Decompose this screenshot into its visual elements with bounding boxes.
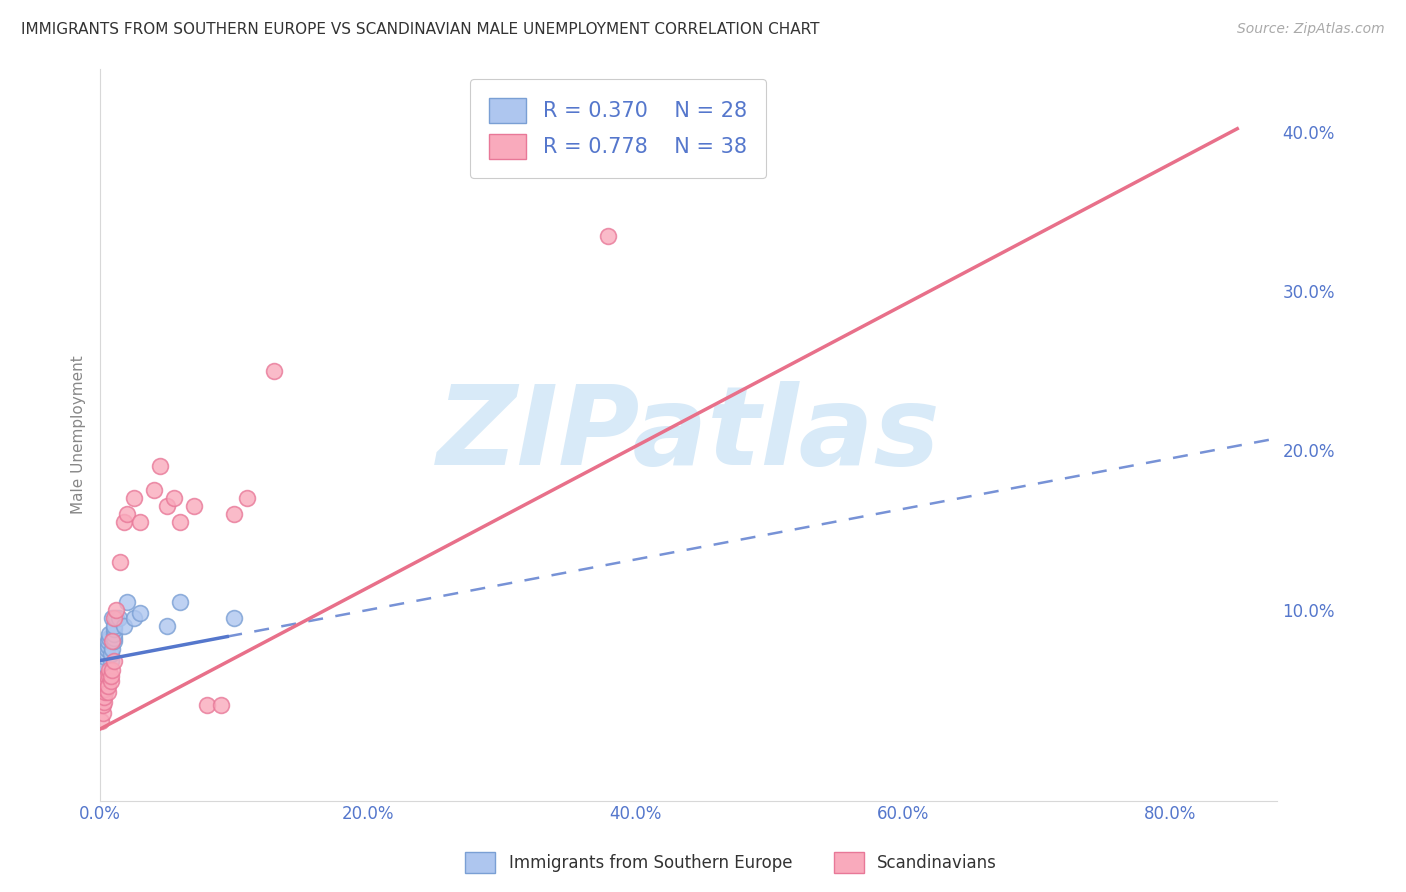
Point — [169, 595, 191, 609]
Point — [115, 595, 138, 609]
Point — [101, 634, 124, 648]
Text: ZIPatlas: ZIPatlas — [437, 381, 941, 488]
Point — [103, 654, 125, 668]
Point — [103, 622, 125, 636]
Point — [103, 632, 125, 646]
Point — [90, 714, 112, 728]
Point — [96, 674, 118, 689]
Point — [98, 632, 121, 646]
Point — [91, 706, 114, 720]
Point — [100, 669, 122, 683]
Point — [91, 674, 114, 689]
Point — [222, 507, 245, 521]
Point — [100, 647, 122, 661]
Point — [97, 639, 120, 653]
Point — [98, 663, 121, 677]
Point — [112, 618, 135, 632]
Point — [93, 690, 115, 705]
Point — [105, 610, 128, 624]
Point — [195, 698, 218, 713]
Point — [129, 515, 152, 529]
Point — [101, 610, 124, 624]
Point — [101, 642, 124, 657]
Point — [598, 228, 620, 243]
Point — [97, 634, 120, 648]
Legend: Immigrants from Southern Europe, Scandinavians: Immigrants from Southern Europe, Scandin… — [458, 846, 1004, 880]
Point — [97, 685, 120, 699]
Point — [209, 698, 232, 713]
Point — [98, 626, 121, 640]
Point — [103, 634, 125, 648]
Point — [93, 695, 115, 709]
Point — [222, 610, 245, 624]
Point — [105, 602, 128, 616]
Point — [156, 618, 179, 632]
Point — [94, 650, 117, 665]
Point — [100, 654, 122, 668]
Point — [103, 618, 125, 632]
Point — [94, 658, 117, 673]
Point — [101, 663, 124, 677]
Point — [115, 507, 138, 521]
Point — [96, 669, 118, 683]
Point — [263, 364, 285, 378]
Point — [183, 499, 205, 513]
Text: IMMIGRANTS FROM SOUTHERN EUROPE VS SCANDINAVIAN MALE UNEMPLOYMENT CORRELATION CH: IMMIGRANTS FROM SOUTHERN EUROPE VS SCAND… — [21, 22, 820, 37]
Point — [156, 499, 179, 513]
Point — [108, 610, 131, 624]
Point — [94, 682, 117, 697]
Point — [93, 666, 115, 681]
Point — [96, 679, 118, 693]
Point — [103, 626, 125, 640]
Point — [163, 491, 186, 506]
Point — [122, 491, 145, 506]
Point — [91, 698, 114, 713]
Point — [103, 610, 125, 624]
Text: Source: ZipAtlas.com: Source: ZipAtlas.com — [1237, 22, 1385, 37]
Point — [94, 685, 117, 699]
Y-axis label: Male Unemployment: Male Unemployment — [72, 355, 86, 514]
Point — [96, 647, 118, 661]
Point — [100, 674, 122, 689]
Point — [96, 642, 118, 657]
Point — [98, 669, 121, 683]
Legend: R = 0.370    N = 28, R = 0.778    N = 38: R = 0.370 N = 28, R = 0.778 N = 38 — [470, 78, 766, 178]
Point — [129, 606, 152, 620]
Point — [236, 491, 259, 506]
Point — [97, 679, 120, 693]
Point — [169, 515, 191, 529]
Point — [112, 515, 135, 529]
Point — [122, 610, 145, 624]
Point — [108, 555, 131, 569]
Point — [142, 483, 165, 498]
Point — [149, 459, 172, 474]
